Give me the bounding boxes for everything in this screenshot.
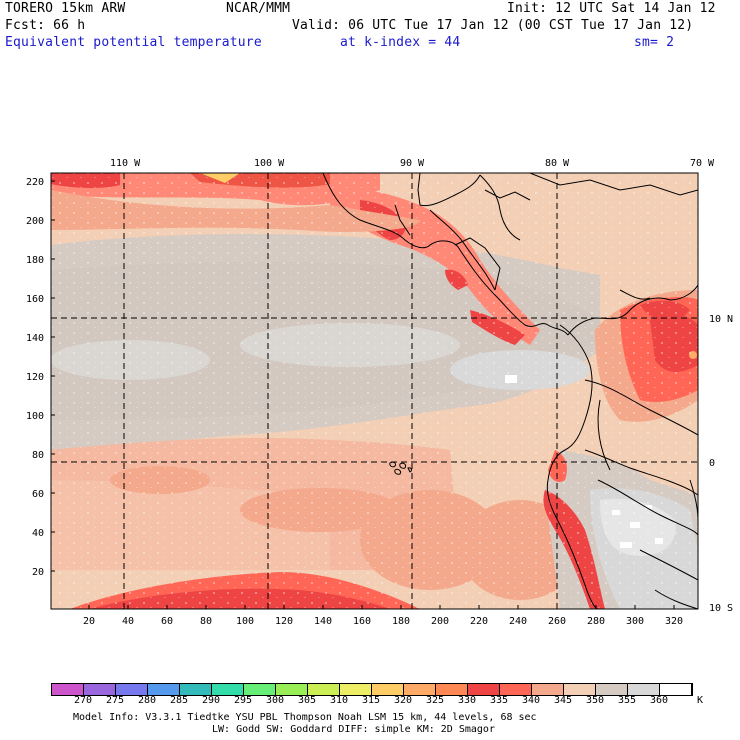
tick-label: 40 [122,616,134,627]
level-info: at k-index = 44 [340,35,461,50]
tick-label: 20 [83,616,95,627]
lon-label: 80 W [545,158,570,169]
tick-label: 60 [32,489,44,500]
tick-label: 100 [26,411,44,422]
temperature-field [51,173,698,609]
tick-label: 300 [626,616,644,627]
colorbar-label: 315 [362,695,381,706]
tick-label: 200 [26,216,44,227]
colorbar-segment [628,684,660,695]
colorbar-label: 360 [650,695,669,706]
bottom-tick-marks [88,605,675,609]
colorbar-label: 345 [554,695,573,706]
right-lat-labels: 10 N 0 10 S [709,314,733,614]
colorbar-segment [564,684,596,695]
tick-label: 260 [548,616,566,627]
forecast-hour: Fcst: 66 h [5,18,86,33]
colorbar-label: 310 [330,695,349,706]
colorbar-segment [500,684,532,695]
colorbar-segment [84,684,116,695]
tick-label: 220 [470,616,488,627]
colorbar [51,683,693,696]
colorbar-label: 330 [458,695,477,706]
tick-label: 240 [509,616,527,627]
colorbar-label: 325 [426,695,445,706]
colorbar-label: 295 [234,695,253,706]
tick-label: 220 [26,177,44,188]
map-frame [50,172,699,610]
tick-label: 60 [161,616,173,627]
colorbar-segment [276,684,308,695]
map-panel: 110 W 100 W 90 W 80 W 70 W 10 N 0 10 S 2… [26,158,733,627]
tick-label: 160 [353,616,371,627]
colorbar-label: 340 [522,695,541,706]
lon-label: 100 W [254,158,285,169]
tick-label: 320 [665,616,683,627]
model-name: TORERO 15km ARW [5,1,126,16]
colorbar-segment [52,684,84,695]
colorbar-segment [596,684,628,695]
lat-label: 10 N [709,314,733,325]
colorbar-segment [212,684,244,695]
tick-label: 280 [587,616,605,627]
tick-label: 140 [26,333,44,344]
lon-label: 90 W [400,158,425,169]
tick-label: 40 [32,528,44,539]
colorbar-label: 305 [298,695,317,706]
colorbar-label: 300 [266,695,285,706]
tick-label: 160 [26,294,44,305]
physics-info: LW: Godd SW: Goddard DIFF: simple KM: 2D… [212,724,495,735]
colorbar-label: 290 [202,695,221,706]
colorbar-label: 355 [618,695,637,706]
colorbar-segment [308,684,340,695]
field-name: Equivalent potential temperature [5,35,262,50]
colorbar-label: 320 [394,695,413,706]
colorbar-segment [468,684,500,695]
colorbar-segment [660,684,692,695]
left-tick-marks [51,180,55,572]
lon-label: 70 W [690,158,715,169]
colorbar-segment [180,684,212,695]
colorbar-segment [116,684,148,695]
lat-lon-grid [51,173,698,609]
smoothing-info: sm= 2 [634,35,675,50]
tick-label: 80 [32,450,44,461]
colorbar-unit: K [697,695,704,706]
lat-label: 0 [709,458,715,469]
coastlines [322,173,698,609]
colorbar-label: 335 [490,695,509,706]
lat-label: 10 S [709,603,733,614]
colorbar-segment [244,684,276,695]
colorbar-segment [436,684,468,695]
colorbar-segment [404,684,436,695]
colorbar-label: 280 [138,695,157,706]
tick-label: 140 [314,616,332,627]
org-name: NCAR/MMM [226,1,291,16]
left-ticks: 220 200 180 160 140 120 100 80 60 40 20 [26,177,44,578]
init-time: Init: 12 UTC Sat 14 Jan 12 [507,1,716,16]
lon-label: 110 W [110,158,141,169]
model-info: Model Info: V3.3.1 Tiedtke YSU PBL Thomp… [73,712,537,723]
tick-label: 20 [32,567,44,578]
colorbar-label: 350 [586,695,605,706]
bottom-ticks: 20 40 60 80 100 120 140 160 180 200 220 … [83,616,683,627]
valid-time: Valid: 06 UTC Tue 17 Jan 12 (00 CST Tue … [292,18,694,33]
colorbar-label: 270 [74,695,93,706]
tick-label: 120 [275,616,293,627]
colorbar-segment [532,684,564,695]
tick-label: 80 [200,616,212,627]
colorbar-label: 285 [170,695,189,706]
colorbar-segment [372,684,404,695]
colorbar-segment [148,684,180,695]
top-lon-labels: 110 W 100 W 90 W 80 W 70 W [110,158,715,169]
colorbar-segment [340,684,372,695]
colorbar-labels: 270 275 280 285 290 295 300 305 310 315 320 325 330 3… [51,695,701,707]
tick-label: 120 [26,372,44,383]
tick-label: 100 [236,616,254,627]
colorbar-label: 275 [106,695,125,706]
tick-label: 200 [431,616,449,627]
tick-label: 180 [26,255,44,266]
tick-label: 180 [392,616,410,627]
